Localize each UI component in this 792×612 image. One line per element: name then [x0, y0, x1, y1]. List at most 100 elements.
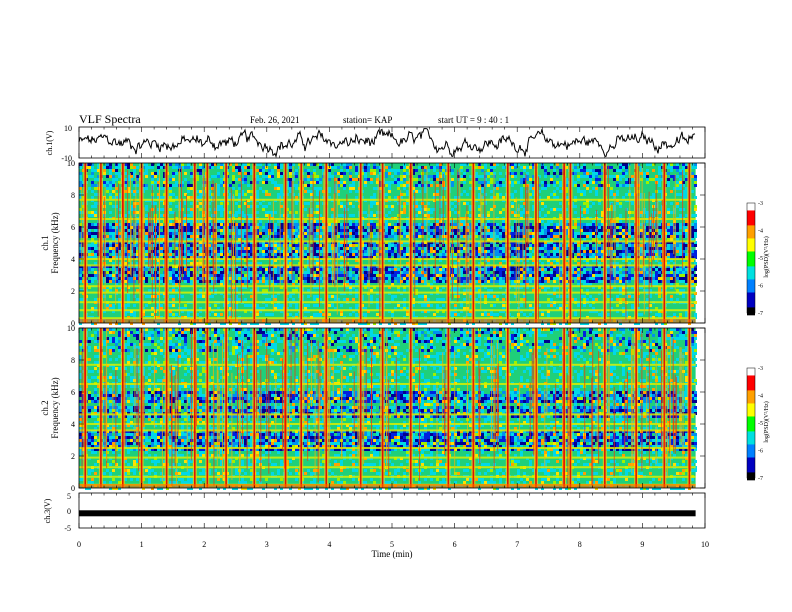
spectro-cell [601, 271, 604, 274]
spectro-cell [91, 247, 94, 250]
spectro-cell [394, 274, 397, 277]
spectro-cell [559, 202, 562, 205]
figure-title: VLF Spectra [79, 112, 141, 126]
spectro-cell [649, 259, 652, 262]
spectro-cell [520, 187, 523, 190]
spectro-cell [592, 202, 595, 205]
spectro-cell [544, 181, 547, 184]
spectro-cell [454, 229, 457, 232]
spectro-cell [694, 163, 697, 166]
spectro-cell [133, 226, 136, 229]
spectro-cell [631, 274, 634, 277]
spectro-cell [625, 247, 628, 250]
spectro-cell [217, 190, 220, 193]
spectro-cell [211, 214, 214, 217]
spectro-cell [190, 271, 193, 274]
spectro-cell [271, 268, 274, 271]
spectro-cell [199, 244, 202, 247]
spectro-cell [406, 172, 409, 175]
spectro-cell [625, 238, 628, 241]
spectro-cell [532, 259, 535, 262]
spectro-cell [577, 163, 580, 166]
spectro-cell [133, 208, 136, 211]
spectro-cell [466, 238, 469, 241]
spectro-cell [385, 271, 388, 274]
spectro-cell [667, 184, 670, 187]
spectro-cell [523, 178, 526, 181]
spectro-cell [433, 250, 436, 253]
ch1-waveform-frame [78, 126, 706, 159]
spectro-cell [217, 271, 220, 274]
spectro-cell [145, 238, 148, 241]
spectro-cell [310, 229, 313, 232]
spectro-cell [424, 247, 427, 250]
spectro-cell [274, 229, 277, 232]
spectro-cell [520, 259, 523, 262]
spectro-cell [469, 181, 472, 184]
spectro-cell [124, 244, 127, 247]
spectro-cell [673, 226, 676, 229]
spectro-cell [385, 235, 388, 238]
spectro-cell [265, 253, 268, 256]
spectro-cell [220, 223, 223, 226]
spectro-cell [649, 244, 652, 247]
spectro-cell [607, 274, 610, 277]
spectro-cell [109, 223, 112, 226]
spectro-cell [514, 226, 517, 229]
spectro-cell [457, 223, 460, 226]
spectro-cell [88, 244, 91, 247]
spectro-cell [433, 268, 436, 271]
spectro-cell [310, 190, 313, 193]
spectro-cell [316, 181, 319, 184]
spectro-cell [280, 274, 283, 277]
spectro-cell [175, 244, 178, 247]
spectro-cell [592, 259, 595, 262]
spectro-cell [187, 259, 190, 262]
spectro-cell [670, 247, 673, 250]
spectro-cell [307, 214, 310, 217]
spectro-cell [112, 205, 115, 208]
spectro-cell [304, 202, 307, 205]
spectro-cell [160, 244, 163, 247]
spectro-cell [295, 184, 298, 187]
spectro-cell [172, 229, 175, 232]
spectro-cell [169, 187, 172, 190]
spectro-cell [106, 223, 109, 226]
spectro-cell [292, 163, 295, 166]
spectro-cell [106, 229, 109, 232]
spectro-cell [484, 202, 487, 205]
spectro-cell [334, 256, 337, 259]
spectro-cell [586, 253, 589, 256]
spectro-cell [475, 268, 478, 271]
spectro-cell [244, 181, 247, 184]
spectro-cell [103, 268, 106, 271]
spectro-cell [439, 166, 442, 169]
spectro-cell [196, 226, 199, 229]
spectro-cell [592, 175, 595, 178]
spectro-cell [388, 169, 391, 172]
spectro-cell [559, 229, 562, 232]
spectro-cell [556, 265, 559, 268]
spectro-cell [502, 241, 505, 244]
spectro-cell [676, 229, 679, 232]
spectro-cell [397, 187, 400, 190]
spectro-cell [469, 214, 472, 217]
spectro-cell [415, 169, 418, 172]
spectro-cell [670, 244, 673, 247]
spectro-cell [310, 163, 313, 166]
spectro-cell [418, 235, 421, 238]
spectro-cell [181, 181, 184, 184]
spectro-cell [184, 268, 187, 271]
spectro-cell [211, 268, 214, 271]
spectro-cell [274, 226, 277, 229]
spectro-cell [109, 232, 112, 235]
spectro-cell [310, 250, 313, 253]
spectro-cell [250, 205, 253, 208]
spectro-cell [115, 205, 118, 208]
spectro-cell [463, 247, 466, 250]
spectro-cell [271, 265, 274, 268]
spectro-cell [433, 175, 436, 178]
spectro-cell [352, 256, 355, 259]
spectro-cell [601, 220, 604, 223]
spectro-cell [274, 271, 277, 274]
